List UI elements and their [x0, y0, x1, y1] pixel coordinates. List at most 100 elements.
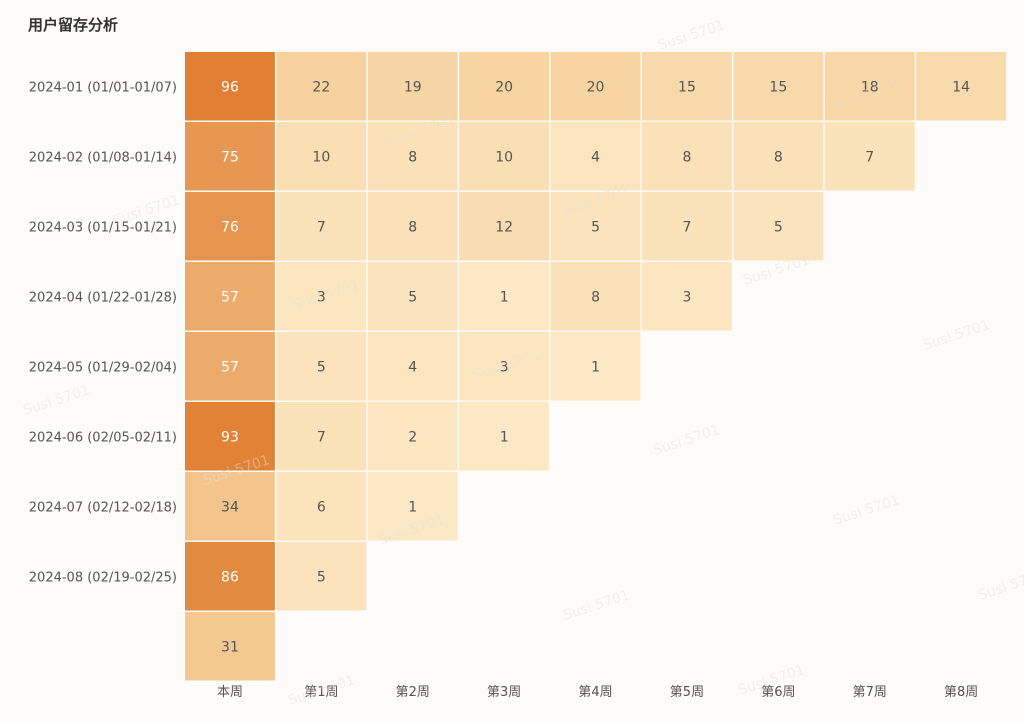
watermark-text: Susi 5701	[561, 587, 632, 624]
heatmap-cell[interactable]	[550, 192, 641, 261]
cell-value-label: 8	[591, 289, 600, 305]
cell-value-label: 1	[500, 289, 509, 305]
watermark-text: Susi 5701	[651, 422, 722, 459]
row-label: 2024-03 (01/15-01/21)	[29, 220, 177, 235]
cell-value-label: 86	[221, 569, 239, 585]
cell-value-label: 14	[952, 79, 970, 95]
heatmap-cell[interactable]	[185, 52, 275, 121]
cell-value-label: 1	[500, 429, 509, 445]
cell-value-label: 19	[404, 79, 422, 95]
cell-value-label: 6	[317, 499, 326, 515]
cell-value-label: 20	[587, 79, 605, 95]
cell-value-label: 31	[221, 639, 239, 655]
heatmap-cell[interactable]	[824, 122, 915, 191]
heatmap-cell[interactable]	[276, 122, 367, 191]
cell-value-label: 8	[682, 149, 691, 165]
heatmap-cell[interactable]	[185, 122, 275, 191]
cell-value-label: 10	[495, 149, 513, 165]
heatmap-cell[interactable]	[550, 332, 641, 401]
cell-value-label: 5	[317, 359, 326, 375]
heatmap-cell[interactable]	[276, 192, 367, 261]
heatmap-cell[interactable]	[459, 332, 550, 401]
heatmap-cell[interactable]	[459, 402, 550, 471]
heatmap-cell[interactable]	[459, 122, 550, 191]
cell-value-label: 5	[774, 219, 783, 235]
watermark-text: Susi 5701	[656, 17, 727, 54]
column-label: 第4周	[578, 685, 612, 700]
heatmap-cell[interactable]	[367, 122, 458, 191]
row-label: 2024-06 (02/05-02/11)	[29, 430, 177, 445]
heatmap-cell[interactable]	[459, 262, 550, 331]
cell-value-label: 75	[221, 149, 239, 165]
heatmap-cell[interactable]	[185, 472, 275, 541]
heatmap-cell[interactable]	[642, 262, 732, 331]
column-label: 本周	[217, 685, 243, 700]
heatmap-cell[interactable]	[367, 332, 458, 401]
cell-value-label: 4	[591, 149, 600, 165]
heatmap-cell[interactable]	[185, 612, 275, 681]
heatmap-cell[interactable]	[642, 52, 732, 121]
heatmap-cell[interactable]	[185, 192, 275, 261]
heatmap-cell[interactable]	[367, 262, 458, 331]
cell-value-label: 15	[678, 79, 696, 95]
heatmap-cell[interactable]	[550, 52, 641, 121]
column-label: 第1周	[304, 685, 338, 700]
cell-value-label: 12	[495, 219, 513, 235]
heatmap-cell[interactable]	[185, 262, 275, 331]
heatmap-cell[interactable]	[276, 472, 367, 541]
column-label: 第7周	[853, 685, 887, 700]
row-label: 2024-02 (01/08-01/14)	[29, 150, 177, 165]
chart-title: 用户留存分析	[28, 16, 119, 34]
watermark-text: Susi 5701	[21, 382, 92, 419]
watermark-text: Susi 5701	[921, 317, 992, 354]
heatmap-cell[interactable]	[916, 52, 1007, 121]
cell-value-label: 8	[408, 149, 417, 165]
heatmap-cell[interactable]	[276, 262, 367, 331]
heatmap-cell[interactable]	[824, 52, 915, 121]
cell-value-label: 4	[408, 359, 417, 375]
heatmap-cell[interactable]	[367, 192, 458, 261]
cell-value-label: 15	[769, 79, 787, 95]
heatmap-cell[interactable]	[276, 332, 367, 401]
cell-value-label: 1	[408, 499, 417, 515]
row-label: 2024-08 (02/19-02/25)	[29, 570, 177, 585]
heatmap-cell[interactable]	[733, 192, 824, 261]
cell-value-label: 1	[591, 359, 600, 375]
heatmap-cell[interactable]	[367, 472, 458, 541]
heatmap-cell[interactable]	[276, 52, 367, 121]
cell-value-label: 10	[312, 149, 330, 165]
heatmap-cell[interactable]	[642, 122, 732, 191]
cell-value-label: 3	[317, 289, 326, 305]
cells-layer	[185, 52, 1007, 681]
cell-value-label: 3	[682, 289, 691, 305]
heatmap-cell[interactable]	[733, 122, 824, 191]
heatmap-cell[interactable]	[733, 52, 824, 121]
cell-value-label: 7	[682, 219, 691, 235]
heatmap-cell[interactable]	[367, 402, 458, 471]
column-label: 第3周	[487, 685, 521, 700]
cell-value-label: 20	[495, 79, 513, 95]
row-label: 2024-05 (01/29-02/04)	[29, 360, 177, 375]
cell-value-label: 2	[408, 429, 417, 445]
heatmap-cell[interactable]	[276, 542, 367, 611]
column-label: 第8周	[944, 685, 978, 700]
cell-value-label: 7	[317, 219, 326, 235]
cell-value-label: 8	[408, 219, 417, 235]
cell-value-label: 5	[408, 289, 417, 305]
heatmap-cell[interactable]	[550, 262, 641, 331]
cell-value-label: 76	[221, 219, 239, 235]
heatmap-cell[interactable]	[185, 332, 275, 401]
watermark-text: Susi 5701	[831, 492, 902, 529]
heatmap-cell[interactable]	[185, 402, 275, 471]
heatmap-cell[interactable]	[459, 52, 550, 121]
heatmap-cell[interactable]	[185, 542, 275, 611]
heatmap-cell[interactable]	[459, 192, 550, 261]
column-label: 第2周	[396, 685, 430, 700]
heatmap-cell[interactable]	[367, 52, 458, 121]
row-label: 2024-04 (01/22-01/28)	[29, 290, 177, 305]
heatmap-cell[interactable]	[550, 122, 641, 191]
heatmap-cell[interactable]	[276, 402, 367, 471]
heatmap-cell[interactable]	[642, 192, 732, 261]
